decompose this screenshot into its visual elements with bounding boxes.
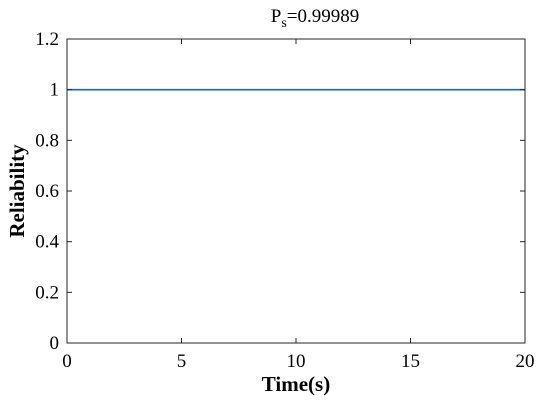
chart-title: Ps=0.99989 (271, 6, 360, 31)
x-tick-label: 15 (401, 351, 420, 372)
y-tick-label: 0.6 (35, 181, 59, 202)
y-tick-label: 0.4 (35, 232, 59, 253)
plot-frame (66, 38, 526, 344)
x-axis-label: Time(s) (262, 372, 330, 396)
x-tick-label: 10 (287, 351, 306, 372)
y-tick-label: 0.2 (35, 282, 59, 303)
y-tick-label: 1.2 (35, 29, 59, 50)
y-tick-label: 1 (50, 80, 60, 101)
chart-title-main: P (271, 6, 282, 27)
chart-title-subscript: s (281, 16, 286, 31)
x-tick-label: 5 (177, 351, 187, 372)
y-tick-label: 0 (50, 333, 60, 354)
y-tick-label: 0.8 (35, 130, 59, 151)
x-tick-label: 20 (516, 351, 535, 372)
x-tick-label: 0 (62, 351, 72, 372)
ticks-layer: 0 5 10 15 20 0 0.2 0.4 0.6 0.8 1 1.2 (35, 29, 534, 372)
y-axis-label: Reliability (5, 144, 29, 238)
chart-title-rest: =0.99989 (287, 6, 359, 27)
